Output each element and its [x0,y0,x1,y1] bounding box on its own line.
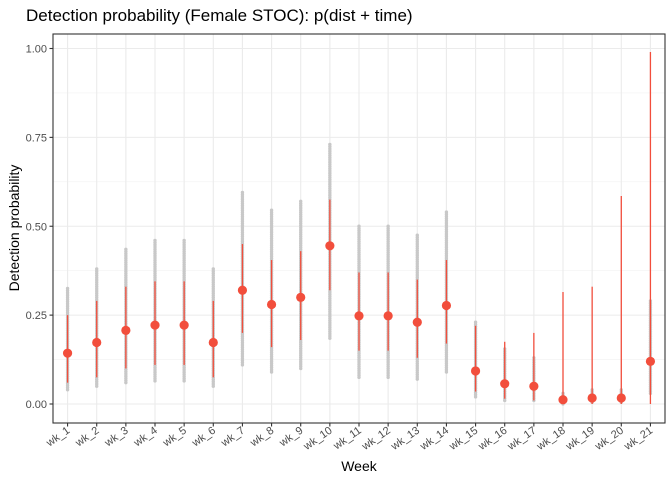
mean-point-wk_11 [354,311,364,321]
site-estimate-point [473,395,478,399]
x-tick-label: wk_8 [248,425,277,450]
x-tick-label: wk_5 [160,425,189,450]
x-tick-label: wk_21 [621,425,655,454]
site-estimate-point [182,379,186,383]
mean-point-wk_9 [296,292,306,302]
x-tick-label: wk_4 [131,425,160,450]
mean-point-wk_13 [412,317,422,327]
mean-point-wk_21 [645,356,656,366]
x-tick-label: wk_1 [44,425,73,450]
x-tick-label: wk_14 [417,425,451,454]
x-tick-label: wk_18 [534,425,568,454]
mean-estimates-layer [62,52,656,405]
chart-title: Detection probability (Female STOC): p(d… [26,6,413,25]
x-tick-label: wk_13 [388,425,422,454]
plot-panel [52,33,666,424]
site-estimate-point [153,379,157,383]
site-estimate-point [299,366,303,371]
mean-point-wk_6 [208,337,218,348]
y-tick-label: 0.75 [26,132,47,144]
site-estimate-point [415,377,419,381]
site-estimate-point [269,370,274,374]
y-axis-title: Detection probability [6,165,22,292]
mean-point-wk_20 [616,393,626,403]
x-tick-label: wk_19 [563,425,597,454]
x-tick-label: wk_17 [505,425,539,454]
mean-point-wk_12 [383,311,393,321]
mean-point-wk_5 [179,320,189,330]
site-estimate-point [211,384,215,388]
x-tick-label: wk_12 [359,425,393,454]
mean-point-wk_16 [500,379,510,389]
mean-point-wk_4 [150,320,160,330]
y-tick-label: 0.25 [26,310,47,322]
mean-point-wk_19 [587,393,597,403]
mean-point-wk_15 [470,366,481,376]
site-estimate-point [503,398,507,403]
mean-point-wk_10 [325,241,335,251]
mean-point-wk_14 [441,300,452,311]
site-estimate-point [124,380,128,385]
x-axis-title: Week [341,458,378,474]
x-tick-label: wk_6 [189,425,218,450]
y-tick-label: 1.00 [26,44,47,56]
x-tick-label: wk_20 [592,425,626,454]
x-tick-label: wk_2 [73,425,102,450]
x-tick-label: wk_15 [447,425,481,454]
y-tick-label: 0.00 [26,399,47,411]
mean-point-wk_3 [121,325,131,336]
y-tick-label: 0.50 [26,221,47,233]
x-tick-label: wk_16 [476,425,510,454]
x-tick-label: wk_7 [218,425,247,450]
x-tick-label: wk_11 [331,425,364,453]
site-estimate-point [65,388,70,392]
site-estimate-point [386,375,390,380]
mean-point-wk_1 [62,348,73,358]
site-estimate-point [95,384,99,388]
y-axis: 0.00 0.25 0.50 0.75 1.00 [26,44,53,411]
x-axis: wk_1 wk_2 wk_3 wk_4 wk_5 wk_6 wk_7 wk_8 wk_9wk_1… [44,423,655,454]
site-estimate-point [357,375,361,380]
mean-point-wk_8 [266,299,277,310]
site-estimate-point [444,370,449,374]
mean-point-wk_18 [558,395,568,405]
x-tick-label: wk_3 [102,425,131,450]
site-estimate-point [328,336,332,340]
x-tick-label: wk_9 [277,425,306,450]
x-tick-label: wk_10 [301,425,335,454]
mean-point-wk_2 [92,337,102,348]
mean-point-wk_17 [529,381,539,391]
site-estimates-wk_5 [182,238,186,383]
site-estimates-wk_3 [124,247,128,385]
mean-point-wk_7 [237,285,248,295]
site-estimate-point [240,363,245,367]
